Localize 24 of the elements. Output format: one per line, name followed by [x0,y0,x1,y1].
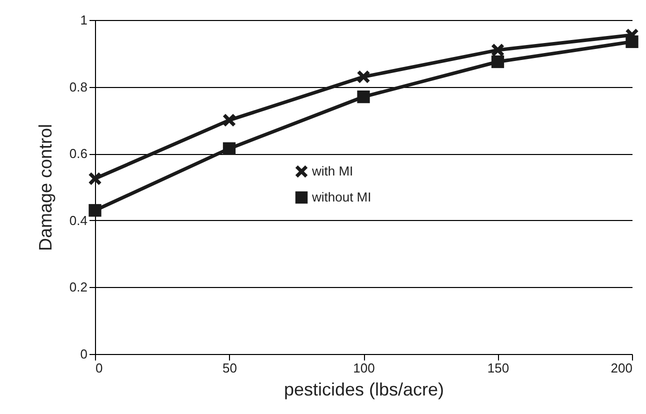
point [626,35,638,48]
y-tick-label: 0.6 [69,146,88,162]
y-tick-label: 0 [80,346,88,362]
point [88,204,102,217]
point [491,55,504,68]
x-tick-label: 50 [222,360,237,376]
y-axis-title: Damage control [35,124,56,252]
point [222,114,236,127]
x-tick-label: 200 [610,360,632,376]
point [357,90,370,104]
y-tick-label: 0.2 [69,280,88,295]
x-tick-label: 0 [96,360,103,376]
x-axis-title: pesticides (lbs/acre) [284,380,444,400]
y-tick-label: 1 [80,12,88,28]
point [491,44,504,56]
y-tick-label: 0.4 [69,212,88,228]
point [88,172,102,185]
x-tick-label: 150 [487,360,510,376]
y-tick-label: 0.8 [69,79,88,94]
legend-label: without MI [311,190,372,204]
legend-label: with MI [311,164,354,178]
point [357,70,370,84]
point [222,142,236,155]
x-tick-label: 100 [353,360,375,376]
